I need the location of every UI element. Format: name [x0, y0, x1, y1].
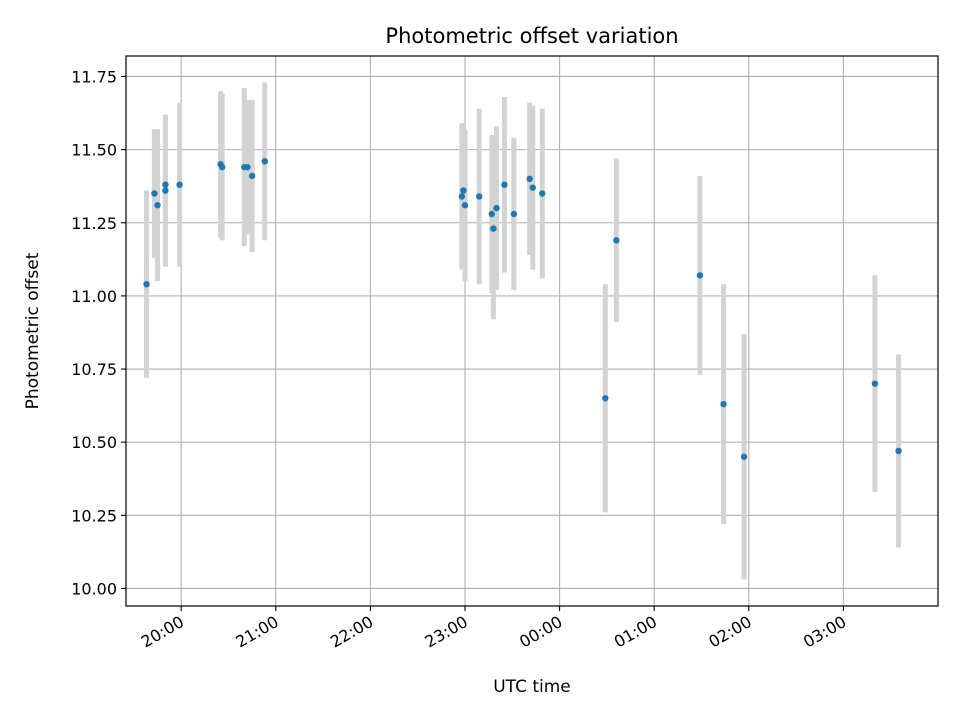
- y-tick-label: 11.50: [71, 141, 117, 160]
- y-tick-label: 11.00: [71, 287, 117, 306]
- data-point: [151, 190, 158, 197]
- data-point: [720, 400, 727, 408]
- data-point: [613, 237, 620, 244]
- data-point: [493, 204, 500, 212]
- data-point: [490, 225, 497, 232]
- data-point: [458, 193, 466, 200]
- data-points: [143, 158, 902, 460]
- data-point: [248, 172, 256, 180]
- data-point: [162, 181, 169, 188]
- data-point: [244, 163, 251, 171]
- y-tick-label: 10.50: [71, 433, 117, 452]
- data-point: [261, 158, 268, 165]
- data-point: [539, 190, 546, 197]
- data-point: [143, 280, 150, 288]
- data-point: [218, 163, 226, 171]
- data-point: [501, 181, 508, 188]
- data-point: [529, 184, 536, 191]
- data-point: [461, 202, 469, 209]
- data-point: [510, 210, 518, 218]
- y-axis-ticks: 10.00 10.25 10.50 10.75 11.00 11.25 11.50 11.75: [71, 67, 126, 598]
- data-point: [475, 193, 483, 200]
- x-axis-label: UTC time: [493, 677, 571, 697]
- chart-title: Photometric offset variation: [385, 24, 678, 48]
- y-tick-label: 11.75: [71, 67, 117, 86]
- data-point: [154, 202, 161, 209]
- y-axis-label: Photometric offset: [23, 252, 43, 409]
- data-point: [696, 272, 704, 279]
- y-tick-label: 10.00: [71, 579, 117, 598]
- data-point: [488, 210, 495, 218]
- data-point: [871, 380, 879, 387]
- plot-frame: [125, 55, 939, 607]
- y-tick-label: 10.25: [71, 506, 117, 525]
- y-tick-label: 11.25: [71, 214, 117, 233]
- data-point: [895, 447, 902, 455]
- data-point: [162, 187, 169, 194]
- data-point: [740, 453, 748, 460]
- y-tick-label: 10.75: [71, 360, 117, 379]
- data-point: [176, 181, 183, 188]
- data-point: [602, 395, 609, 402]
- data-point: [460, 187, 467, 194]
- data-point: [526, 175, 533, 183]
